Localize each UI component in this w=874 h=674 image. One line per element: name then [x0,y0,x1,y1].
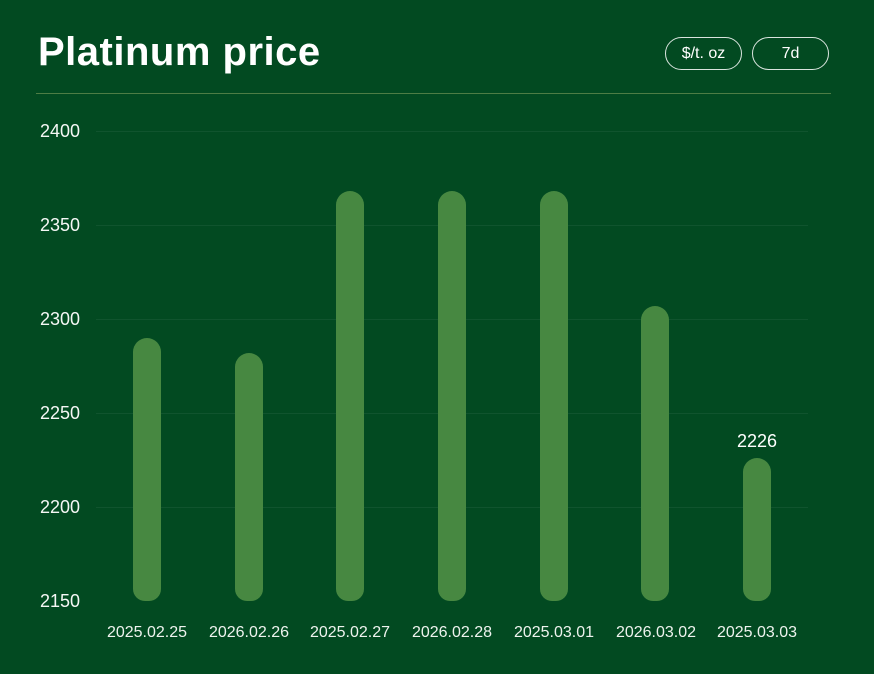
page-title: Platinum price [38,30,321,74]
y-tick-label: 2200 [39,497,80,517]
y-tick-label: 2300 [39,309,80,329]
bar [743,458,771,601]
bar [641,306,669,601]
bar [438,191,466,601]
bar [235,353,263,601]
y-tick-label: 2350 [39,215,80,235]
unit-toggle-button[interactable]: $/t. oz [665,37,742,70]
x-tick-label: 2025.03.01 [513,624,595,641]
x-tick-label: 2026.03.02 [615,624,697,641]
x-tick-label: 2026.02.26 [208,624,290,641]
x-tick-label: 2025.03.03 [716,624,798,641]
x-tick-label: 2026.02.28 [411,624,493,641]
header-buttons: $/t. oz 7d [665,37,829,70]
y-tick-label: 2400 [39,121,80,141]
gridline [96,131,808,132]
range-toggle-button[interactable]: 7d [752,37,829,70]
y-tick-label: 2250 [39,403,80,423]
x-tick-label: 2025.02.27 [309,624,391,641]
y-tick-label: 2150 [39,591,80,611]
bar [540,191,568,601]
header-divider [36,93,831,94]
bar-value-label: 2226 [736,431,778,451]
bar [133,338,161,601]
bar [336,191,364,601]
x-tick-label: 2025.02.25 [106,624,188,641]
